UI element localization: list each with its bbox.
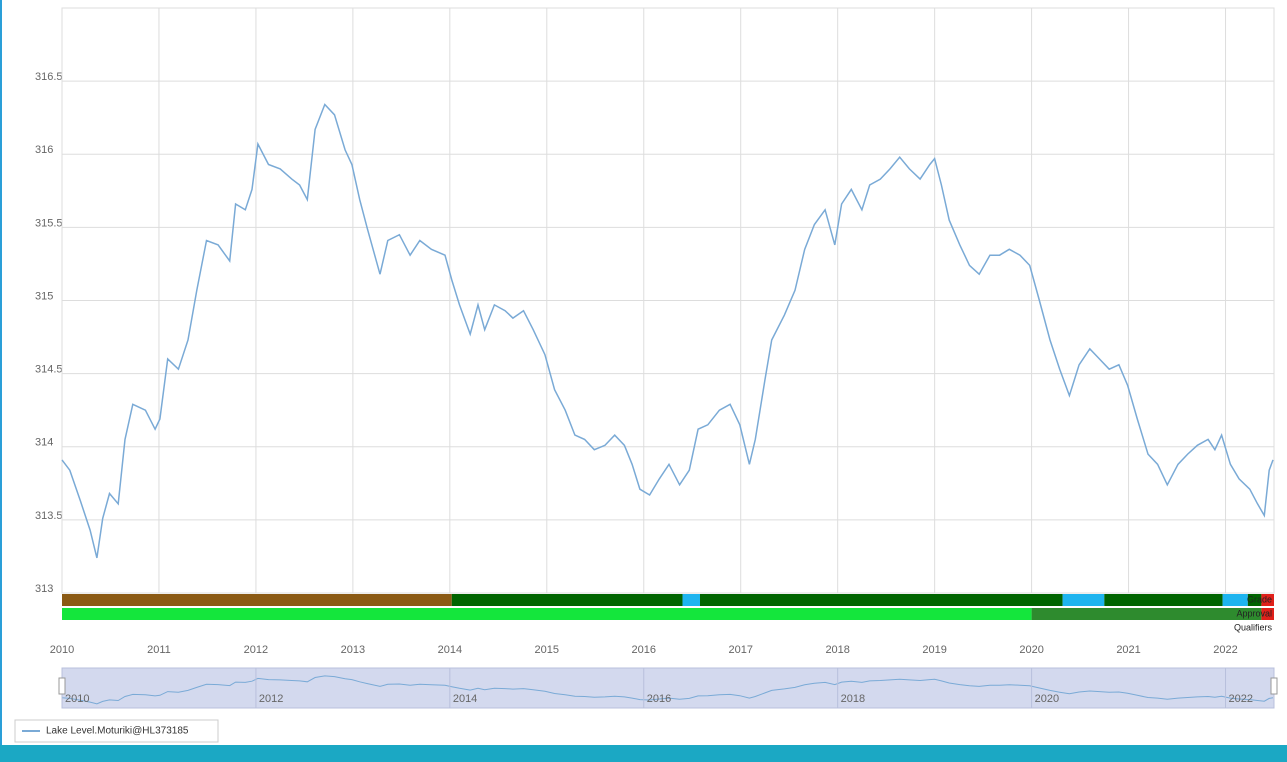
navigator-handle[interactable] (58, 677, 66, 695)
legend-label: Lake Level.Moturiki@HL373185 (46, 726, 189, 737)
navigator-tick-label: 2018 (841, 693, 865, 705)
x-tick-label: 2017 (728, 644, 752, 656)
band-label: Approval (1236, 608, 1272, 618)
navigator[interactable] (61, 667, 1275, 709)
y-tick-label: 313 (35, 583, 53, 595)
y-tick-label: 316.5 (35, 71, 63, 83)
x-tick-label: 2020 (1019, 644, 1043, 656)
navigator-tick-label: 2022 (1229, 693, 1253, 705)
navigator-tick-label: 2010 (65, 693, 89, 705)
quality-segment (451, 594, 683, 606)
y-tick-label: 313.5 (35, 510, 63, 522)
navigator-tick-label: 2012 (259, 693, 283, 705)
x-tick-label: 2019 (922, 644, 946, 656)
data-line (61, 103, 1274, 559)
quality-segment (1261, 608, 1274, 620)
quality-segment (1062, 594, 1105, 606)
x-tick-label: 2016 (632, 644, 656, 656)
quality-segment (62, 608, 1032, 620)
quality-segment (1261, 594, 1274, 606)
quality-segment (699, 594, 1063, 606)
navigator-tick-label: 2016 (647, 693, 671, 705)
y-tick-label: 315.5 (35, 217, 63, 229)
y-tick-label: 316 (35, 144, 53, 156)
x-tick-label: 2014 (438, 644, 462, 656)
navigator-line (61, 675, 1274, 705)
x-tick-label: 2010 (50, 644, 74, 656)
y-tick-label: 314.5 (35, 364, 63, 376)
y-tick-label: 315 (35, 290, 53, 302)
left-border (0, 0, 2, 762)
navigator-tick-label: 2014 (453, 693, 477, 705)
quality-segment (682, 594, 700, 606)
legend-box (14, 719, 219, 743)
band-label: Qualifiers (1234, 622, 1273, 632)
band-label: Grade (1247, 594, 1272, 604)
x-tick-label: 2011 (147, 644, 171, 656)
x-tick-label: 2022 (1213, 644, 1237, 656)
x-tick-label: 2012 (244, 644, 268, 656)
quality-segment (1031, 608, 1262, 620)
x-tick-label: 2013 (341, 644, 365, 656)
x-tick-label: 2018 (825, 644, 849, 656)
quality-segment (1222, 594, 1248, 606)
footer-bar (0, 745, 1287, 762)
x-tick-label: 2015 (535, 644, 559, 656)
y-tick-label: 314 (35, 437, 53, 449)
navigator-tick-label: 2020 (1035, 693, 1059, 705)
quality-segment (1247, 594, 1262, 606)
navigator-handle[interactable] (1270, 677, 1278, 695)
quality-segment (62, 594, 452, 606)
quality-segment (1104, 594, 1223, 606)
x-tick-label: 2021 (1116, 644, 1140, 656)
